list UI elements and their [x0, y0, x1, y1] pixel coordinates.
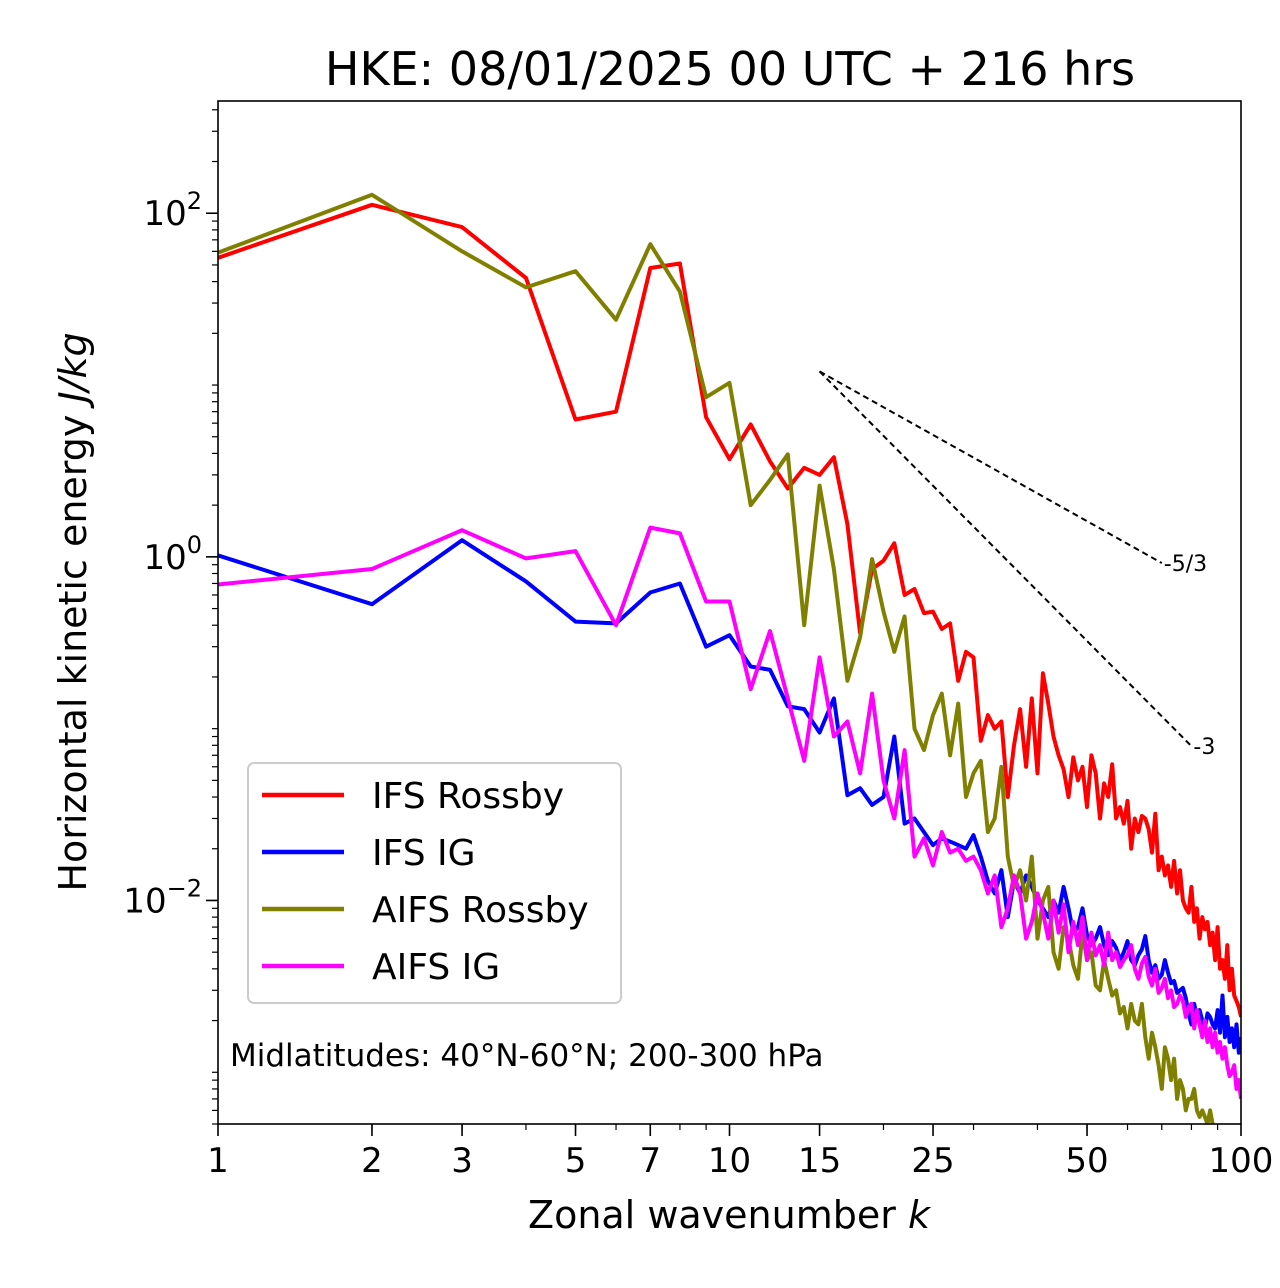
y-axis-label: Horizontal kinetic energy J/kg	[51, 332, 95, 891]
x-tick-label: 10	[708, 1141, 751, 1181]
y-tick-label: 102	[143, 187, 202, 234]
x-tick-label: 2	[361, 1141, 383, 1181]
y-tick-label: 10−2	[123, 874, 202, 921]
reference-lines: -5/3 -3	[818, 370, 1215, 760]
y-axis-ticks: 102 100 10−2	[123, 187, 218, 921]
x-tick-label: 50	[1065, 1141, 1108, 1181]
plot-area: -5/3 -3 1 2 3 5 7 10 15 25 50 100 102 100 10−2	[123, 100, 1273, 1181]
x-tick-label: 3	[451, 1141, 473, 1181]
legend-label: AIFS IG	[372, 947, 500, 988]
y-tick-label: 100	[143, 531, 202, 578]
reference-slope-line	[819, 370, 1163, 564]
x-axis-label: Zonal wavenumber k	[528, 1193, 932, 1237]
chart-title: HKE: 08/01/2025 00 UTC + 216 hrs	[325, 42, 1135, 96]
region-annotation: Midlatitudes: 40°N-60°N; 200-300 hPa	[230, 1038, 824, 1074]
x-axis-ticks: 1 2 3 5 7 10 15 25 50 100	[207, 1124, 1273, 1181]
legend-label: IFS IG	[372, 833, 476, 874]
y-axis-label-text: Horizontal kinetic energy	[51, 415, 95, 892]
series-line	[218, 192, 1215, 1124]
x-tick-label: 100	[1209, 1141, 1274, 1181]
x-tick-label: 15	[798, 1141, 841, 1181]
x-tick-label: 25	[911, 1141, 954, 1181]
x-axis-label-text: Zonal wavenumber	[528, 1193, 896, 1237]
reference-slope-label: -5/3	[1164, 552, 1207, 577]
reference-slope-label: -3	[1193, 735, 1215, 760]
reference-slope-line	[818, 370, 1193, 747]
legend-label: AIFS Rossby	[372, 890, 589, 931]
x-tick-label: 5	[565, 1141, 587, 1181]
series-line	[218, 202, 1241, 1018]
x-tick-label: 7	[639, 1141, 661, 1181]
series-line	[218, 525, 1241, 1100]
legend-box	[247, 762, 622, 1004]
x-axis-label-symbol: k	[908, 1193, 932, 1237]
series-lines	[218, 192, 1241, 1124]
x-tick-label: 1	[207, 1141, 229, 1181]
legend-label: IFS Rossby	[372, 776, 564, 817]
legend: IFS Rossby IFS IG AIFS Rossby AIFS IG	[247, 762, 622, 1004]
y-axis-label-units: J/kg	[51, 332, 95, 409]
